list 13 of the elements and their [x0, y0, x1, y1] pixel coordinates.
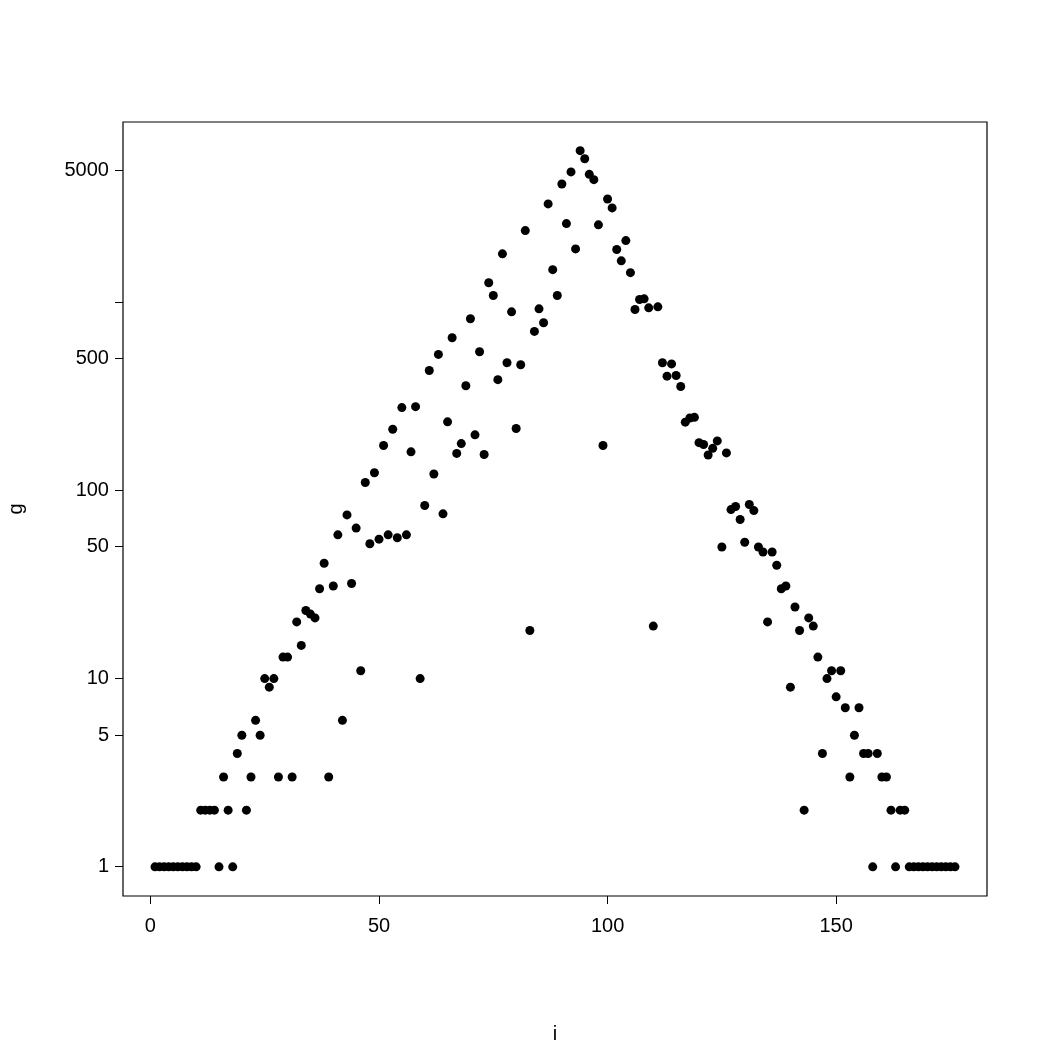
x-tick-label: 0 — [144, 913, 156, 936]
y-axis-title: g — [3, 503, 26, 515]
y-tick-label: 10 — [86, 666, 109, 689]
y-tick-label: 1 — [97, 854, 109, 877]
y-tick-label: 5000 — [64, 157, 109, 180]
y-tick-label: 50 — [86, 534, 109, 557]
x-tick-label: 100 — [590, 913, 625, 936]
y-tick-label: 100 — [75, 477, 109, 500]
x-axis-title: i — [552, 1021, 558, 1044]
x-tick-label: 150 — [819, 913, 853, 936]
x-tick-label: 50 — [367, 913, 391, 936]
y-tick-label: 500 — [75, 346, 109, 369]
y-tick-label: 5 — [97, 722, 109, 745]
